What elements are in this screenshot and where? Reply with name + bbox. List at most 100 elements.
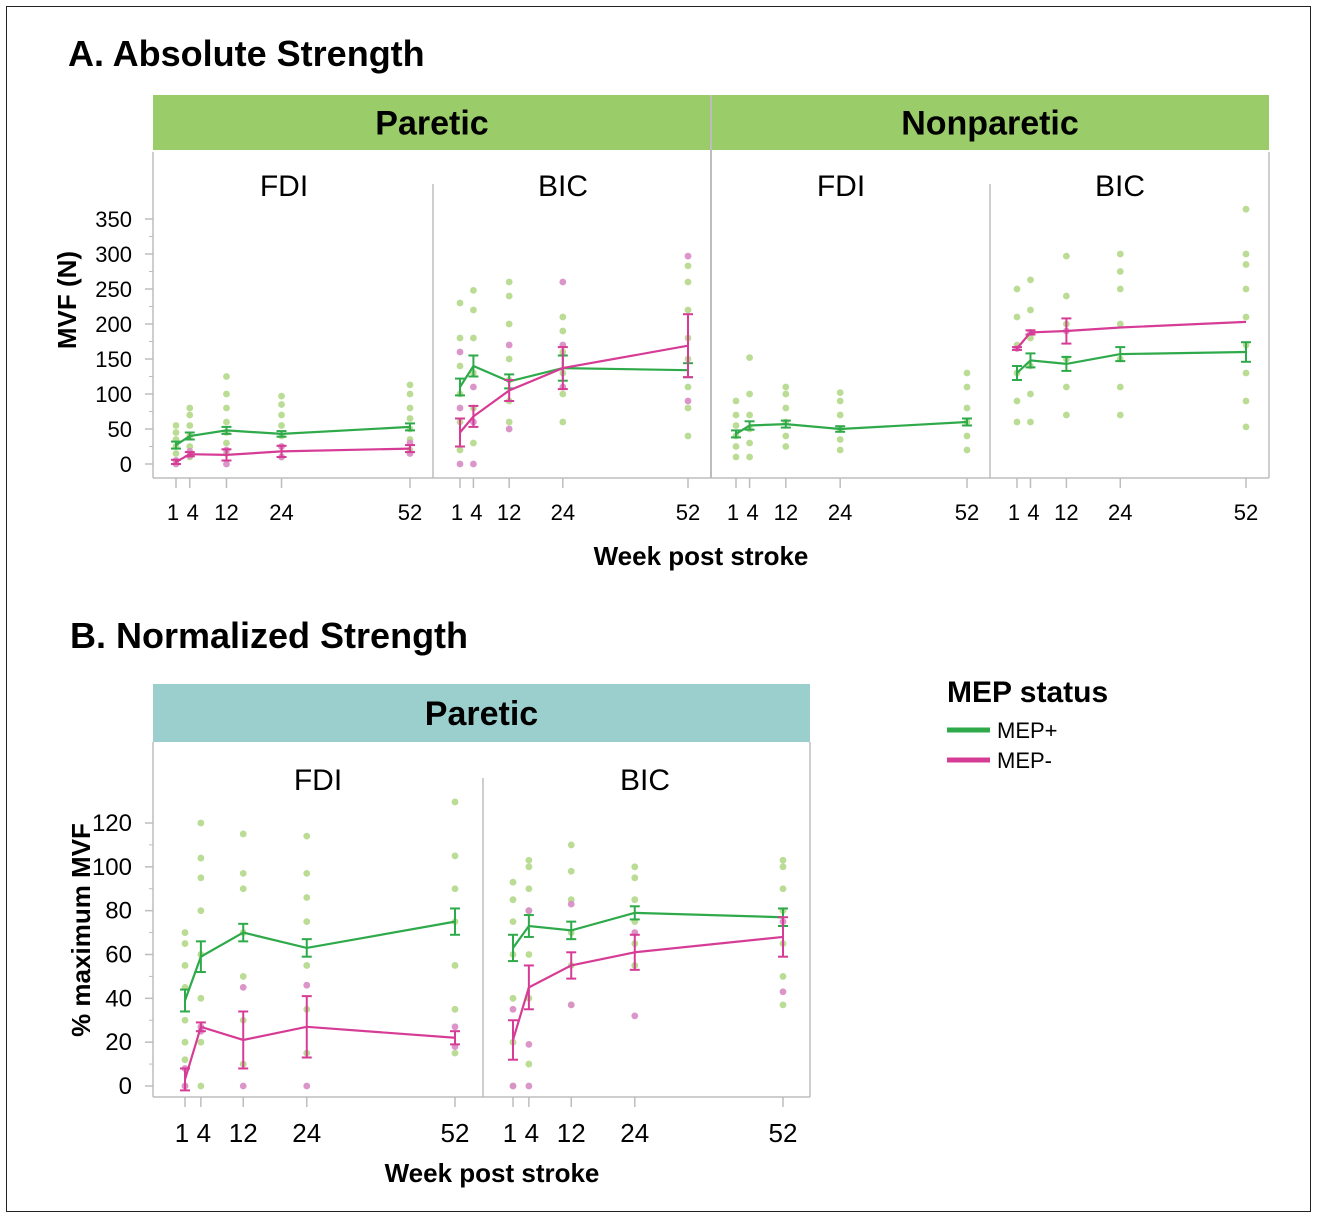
strip-label-nonparetic: Nonparetic xyxy=(901,105,1079,143)
data-point-pos xyxy=(963,383,971,391)
data-point-pos xyxy=(1027,276,1034,284)
data-point-pos xyxy=(732,411,740,419)
data-point-pos xyxy=(1062,292,1070,300)
data-point-pos xyxy=(278,392,285,400)
y-tick-label: 300 xyxy=(95,242,132,267)
data-point-pos xyxy=(223,404,230,412)
data-point-neg xyxy=(239,1082,247,1090)
data-point-pos xyxy=(172,422,180,429)
data-point-neg xyxy=(509,1082,517,1090)
x-tick-label: 24 xyxy=(1108,500,1132,525)
data-point-pos xyxy=(303,962,311,969)
data-point-pos xyxy=(779,1001,787,1009)
data-point-pos xyxy=(1242,205,1250,213)
data-point-neg xyxy=(631,1012,639,1020)
panel-label-bic: BIC xyxy=(538,170,588,203)
data-point-pos xyxy=(1116,250,1124,258)
x-tick-label: 52 xyxy=(441,1118,470,1148)
data-point-pos xyxy=(406,390,414,398)
y-tick-label: 200 xyxy=(95,312,132,337)
data-point-pos xyxy=(509,994,517,1002)
x-tick-label: 4 xyxy=(470,500,482,525)
data-point-neg xyxy=(456,460,464,468)
data-point-pos xyxy=(963,404,971,412)
data-point-pos xyxy=(186,411,194,419)
x-tick-label: 12 xyxy=(774,500,798,525)
data-point-pos xyxy=(278,411,285,419)
data-point-pos xyxy=(559,390,567,398)
series-line-mep-neg xyxy=(183,1025,456,1080)
data-point-pos xyxy=(746,453,753,461)
data-point-neg xyxy=(505,341,513,349)
legend-label-mep-neg: MEP- xyxy=(997,748,1052,773)
data-point-pos xyxy=(1116,320,1124,328)
y-axis-title: % maximum MVF xyxy=(66,823,96,1037)
data-point-pos xyxy=(1242,313,1250,321)
series-line-mep-neg xyxy=(511,935,784,1041)
data-point-pos xyxy=(509,918,517,926)
x-tick-label: 52 xyxy=(676,500,700,525)
x-tick-label: 1 xyxy=(503,1118,517,1148)
y-tick-label: 40 xyxy=(105,985,132,1012)
data-point-pos xyxy=(505,320,513,328)
data-point-pos xyxy=(525,856,533,864)
x-tick-label: 1 xyxy=(727,500,739,525)
series-line-mep-pos xyxy=(735,420,968,435)
data-point-neg xyxy=(567,1001,575,1009)
x-tick-label: 1 xyxy=(175,1118,189,1148)
data-point-pos xyxy=(779,973,787,980)
series-line-mep-neg xyxy=(175,447,411,463)
x-tick-label: 12 xyxy=(557,1118,586,1148)
x-axis-title: Week post stroke xyxy=(385,1158,600,1188)
data-point-pos xyxy=(631,896,639,904)
data-point-pos xyxy=(1116,268,1124,275)
series-line-mep-pos xyxy=(183,920,456,1001)
data-point-neg xyxy=(470,460,477,468)
data-point-pos xyxy=(470,439,477,447)
data-point-pos xyxy=(1242,250,1250,258)
x-tick-label: 52 xyxy=(955,500,979,525)
data-point-pos xyxy=(197,1038,205,1046)
x-tick-label: 4 xyxy=(197,1118,211,1148)
data-point-pos xyxy=(278,401,285,408)
data-point-pos xyxy=(782,443,790,450)
data-point-pos xyxy=(1027,306,1034,314)
data-point-pos xyxy=(1013,418,1021,426)
y-tick-label: 100 xyxy=(95,382,132,407)
data-point-pos xyxy=(186,404,194,412)
data-point-pos xyxy=(303,918,311,926)
data-point-pos xyxy=(525,863,533,871)
data-point-pos xyxy=(732,443,740,450)
y-axis-title: MVF (N) xyxy=(52,251,82,349)
y-tick-label: 0 xyxy=(119,1073,132,1100)
series-line-mep-pos xyxy=(175,425,411,447)
data-point-neg xyxy=(223,460,230,468)
y-tick-label: 250 xyxy=(95,277,132,302)
data-point-pos xyxy=(631,874,639,882)
data-point-pos xyxy=(746,411,753,419)
data-point-pos xyxy=(782,432,790,440)
data-point-neg xyxy=(303,981,311,989)
data-point-pos xyxy=(470,306,477,314)
figure-frame xyxy=(6,6,1311,1212)
data-point-pos xyxy=(1242,285,1250,293)
data-point-neg xyxy=(525,907,533,915)
x-tick-label: 12 xyxy=(214,500,238,525)
series-line-mep-neg xyxy=(459,344,689,434)
data-point-pos xyxy=(470,287,477,294)
x-tick-label: 24 xyxy=(828,500,852,525)
data-point-pos xyxy=(684,383,692,391)
data-point-pos xyxy=(451,885,459,893)
data-point-pos xyxy=(456,334,464,342)
data-point-pos xyxy=(631,863,639,871)
data-point-pos xyxy=(197,819,205,827)
data-point-pos xyxy=(223,418,230,426)
data-point-pos xyxy=(1242,369,1250,377)
data-point-pos xyxy=(181,1038,189,1046)
data-point-pos xyxy=(197,1082,205,1090)
legend-label-mep-pos: MEP+ xyxy=(997,718,1058,743)
data-point-pos xyxy=(779,856,787,864)
panel-label-fdi: FDI xyxy=(294,764,342,797)
series-line-mep-pos xyxy=(512,911,784,949)
